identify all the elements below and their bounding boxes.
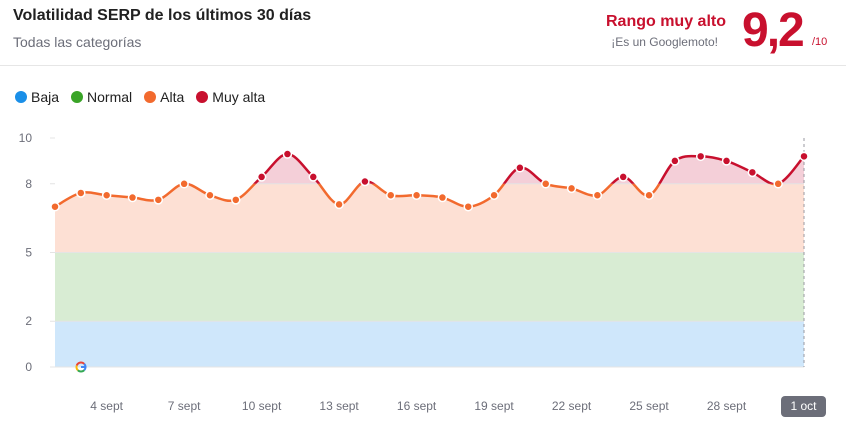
data-point bbox=[231, 195, 241, 205]
data-point bbox=[50, 201, 60, 212]
google-icon-arc bbox=[75, 365, 79, 371]
data-point bbox=[411, 190, 422, 200]
data-point bbox=[205, 190, 215, 200]
data-point bbox=[799, 151, 809, 162]
legend-label: Muy alta bbox=[212, 89, 266, 105]
x-tick-label: 10 sept bbox=[242, 399, 282, 413]
data-point bbox=[386, 190, 396, 200]
data-point bbox=[721, 156, 732, 166]
data-point bbox=[308, 172, 319, 182]
data-point bbox=[566, 183, 577, 194]
legend-label: Baja bbox=[31, 89, 60, 105]
data-point bbox=[437, 192, 448, 203]
score-denominator: /10 bbox=[812, 36, 828, 48]
x-tick-label: 7 sept bbox=[168, 399, 201, 413]
data-point bbox=[256, 172, 267, 182]
data-point bbox=[463, 201, 473, 212]
data-point bbox=[127, 192, 138, 203]
google-icon-arc bbox=[75, 361, 85, 366]
google-icon-arc bbox=[77, 369, 85, 373]
legend-dot bbox=[144, 91, 157, 103]
legend-label: Alta bbox=[160, 89, 185, 105]
widget-title: Volatilidad SERP de los últimos 30 días bbox=[13, 7, 312, 24]
data-point bbox=[153, 195, 164, 205]
x-tick-label: 25 sept bbox=[629, 399, 669, 413]
category-subtitle[interactable]: Todas las categorías bbox=[13, 34, 142, 50]
data-point bbox=[747, 167, 758, 178]
data-point bbox=[76, 188, 86, 198]
legend-item-baja[interactable]: Baja bbox=[15, 89, 59, 105]
x-tick-label: 28 sept bbox=[707, 399, 747, 413]
y-tick-label: 0 bbox=[25, 360, 32, 374]
legend-dot bbox=[196, 91, 209, 103]
data-point bbox=[282, 149, 293, 159]
data-point bbox=[670, 156, 680, 166]
x-tick-label: 13 sept bbox=[319, 399, 359, 413]
band-baja bbox=[55, 321, 804, 367]
x-tick-label: 4 sept bbox=[90, 399, 123, 413]
data-point bbox=[773, 179, 783, 189]
widget-header: Volatilidad SERP de los últimos 30 días … bbox=[0, 0, 846, 66]
area-mask bbox=[55, 136, 804, 207]
selected-date-badge: 1 oct bbox=[781, 396, 826, 417]
y-tick-label: 5 bbox=[25, 246, 32, 260]
legend-dot bbox=[71, 91, 84, 103]
x-tick-label: 22 sept bbox=[552, 399, 592, 413]
data-point bbox=[334, 199, 344, 210]
google-update-icon bbox=[75, 361, 87, 373]
volatility-score: 9,2 bbox=[742, 4, 805, 57]
data-point bbox=[618, 172, 628, 182]
volatility-chart[interactable]: 10 8 5 2 0 4 sept 7 sept 10 sept 13 sept 16 sept 1… bbox=[0, 120, 846, 440]
chart-legend: Baja Normal Alta Muy alta bbox=[15, 89, 265, 105]
y-tick-label: 8 bbox=[25, 177, 32, 191]
range-label: Rango muy alto bbox=[605, 13, 726, 30]
legend-item-alta[interactable]: Alta bbox=[144, 89, 184, 105]
data-point bbox=[592, 190, 603, 200]
data-point bbox=[695, 151, 706, 162]
x-tick-label: 16 sept bbox=[397, 399, 437, 413]
data-point bbox=[540, 179, 551, 189]
x-tick-label: 19 sept bbox=[474, 399, 514, 413]
legend-dot bbox=[15, 91, 27, 103]
band-normal bbox=[55, 252, 804, 322]
y-tick-label: 2 bbox=[25, 314, 32, 328]
data-point bbox=[515, 163, 525, 173]
legend-item-muy-alta[interactable]: Muy alta bbox=[196, 89, 265, 105]
data-point bbox=[179, 179, 189, 189]
range-sublabel: ¡Es un Googlemoto! bbox=[611, 35, 718, 49]
data-point bbox=[489, 190, 499, 200]
data-point bbox=[360, 176, 370, 187]
data-point bbox=[644, 190, 654, 200]
legend-label: Normal bbox=[87, 89, 133, 105]
y-tick-label: 10 bbox=[19, 131, 33, 145]
data-point bbox=[101, 190, 112, 200]
legend-item-normal[interactable]: Normal bbox=[71, 89, 132, 105]
